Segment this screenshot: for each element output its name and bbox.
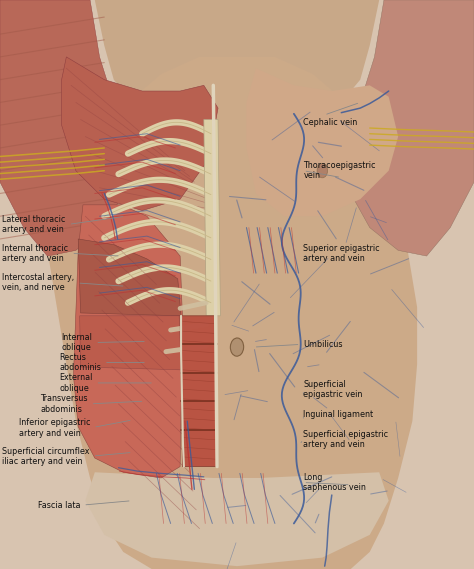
Polygon shape — [95, 0, 379, 114]
Text: Umbilicus: Umbilicus — [256, 340, 343, 349]
Text: Rectus
abdominis: Rectus abdominis — [59, 353, 144, 372]
Polygon shape — [204, 119, 220, 316]
Text: Transversus
abdominis: Transversus abdominis — [40, 394, 142, 414]
Text: Cephalic vein: Cephalic vein — [303, 104, 357, 127]
Polygon shape — [78, 239, 181, 316]
Text: Intercostal artery,
vein, and nerve: Intercostal artery, vein, and nerve — [2, 273, 123, 292]
Ellipse shape — [317, 164, 328, 178]
Polygon shape — [85, 472, 389, 566]
Text: Superficial circumflex
iliac artery and vein: Superficial circumflex iliac artery and … — [2, 447, 130, 466]
Text: Superior epigastric
artery and vein: Superior epigastric artery and vein — [303, 244, 380, 263]
Text: Long
saphenous vein: Long saphenous vein — [303, 473, 366, 492]
Polygon shape — [80, 316, 181, 370]
Text: External
oblique: External oblique — [59, 373, 151, 393]
Text: Lateral thoracic
artery and vein: Lateral thoracic artery and vein — [2, 215, 123, 234]
Polygon shape — [246, 68, 398, 216]
Polygon shape — [180, 316, 218, 467]
Polygon shape — [0, 0, 123, 256]
Text: Inguinal ligament: Inguinal ligament — [303, 410, 374, 419]
Polygon shape — [47, 57, 417, 569]
Text: Fascia lata: Fascia lata — [38, 501, 129, 510]
Text: Thoracoepigastric
vein: Thoracoepigastric vein — [303, 161, 376, 180]
Text: Superficial epigastric
artery and vein: Superficial epigastric artery and vein — [301, 430, 389, 449]
Text: Inferior epigastric
artery and vein: Inferior epigastric artery and vein — [19, 418, 130, 438]
Ellipse shape — [230, 338, 244, 356]
Polygon shape — [73, 205, 182, 478]
Polygon shape — [62, 57, 218, 211]
Text: Superficial
epigastric vein: Superficial epigastric vein — [303, 380, 363, 399]
Text: Internal
oblique: Internal oblique — [62, 333, 144, 352]
Polygon shape — [351, 0, 474, 256]
Text: Internal thoracic
artery and vein: Internal thoracic artery and vein — [2, 244, 118, 263]
